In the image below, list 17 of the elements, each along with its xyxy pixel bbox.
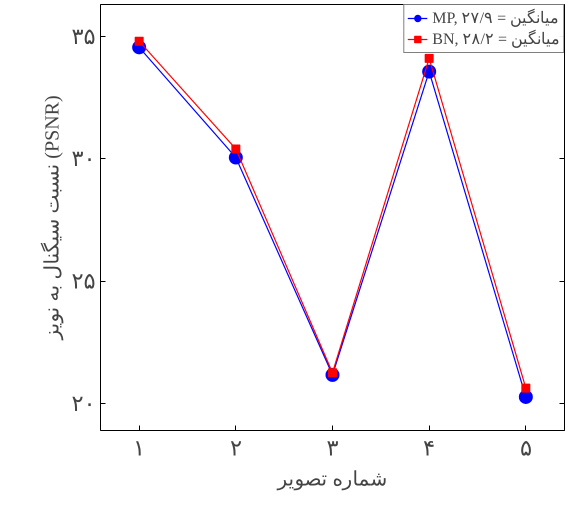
point xyxy=(521,384,530,393)
x-tick-label: ۲ xyxy=(230,436,242,460)
x-axis-title: شماره تصویر xyxy=(276,468,388,490)
x-tick-label: ۴ xyxy=(423,436,436,460)
x-tick-label: ۱ xyxy=(133,436,146,460)
y-tick-label: ۳۵ xyxy=(72,24,96,49)
legend-label: BN, ۲۸/۲ = میانگین xyxy=(432,29,560,49)
y-tick-label: ۳۰ xyxy=(72,146,96,172)
x-tick-label: ۵ xyxy=(520,436,532,460)
point xyxy=(424,54,434,63)
y-axis-title: نسبت سیگنال به نویز (PSNR) xyxy=(40,95,64,341)
y-tick-label: ۲۰ xyxy=(72,391,96,416)
point xyxy=(231,144,240,154)
legend-label: MP, ۲۷/۹ = میانگین xyxy=(432,8,560,28)
point xyxy=(134,36,144,46)
x-tick-label: ۳ xyxy=(326,436,338,460)
y-tick-label: ۲۵ xyxy=(72,268,96,294)
